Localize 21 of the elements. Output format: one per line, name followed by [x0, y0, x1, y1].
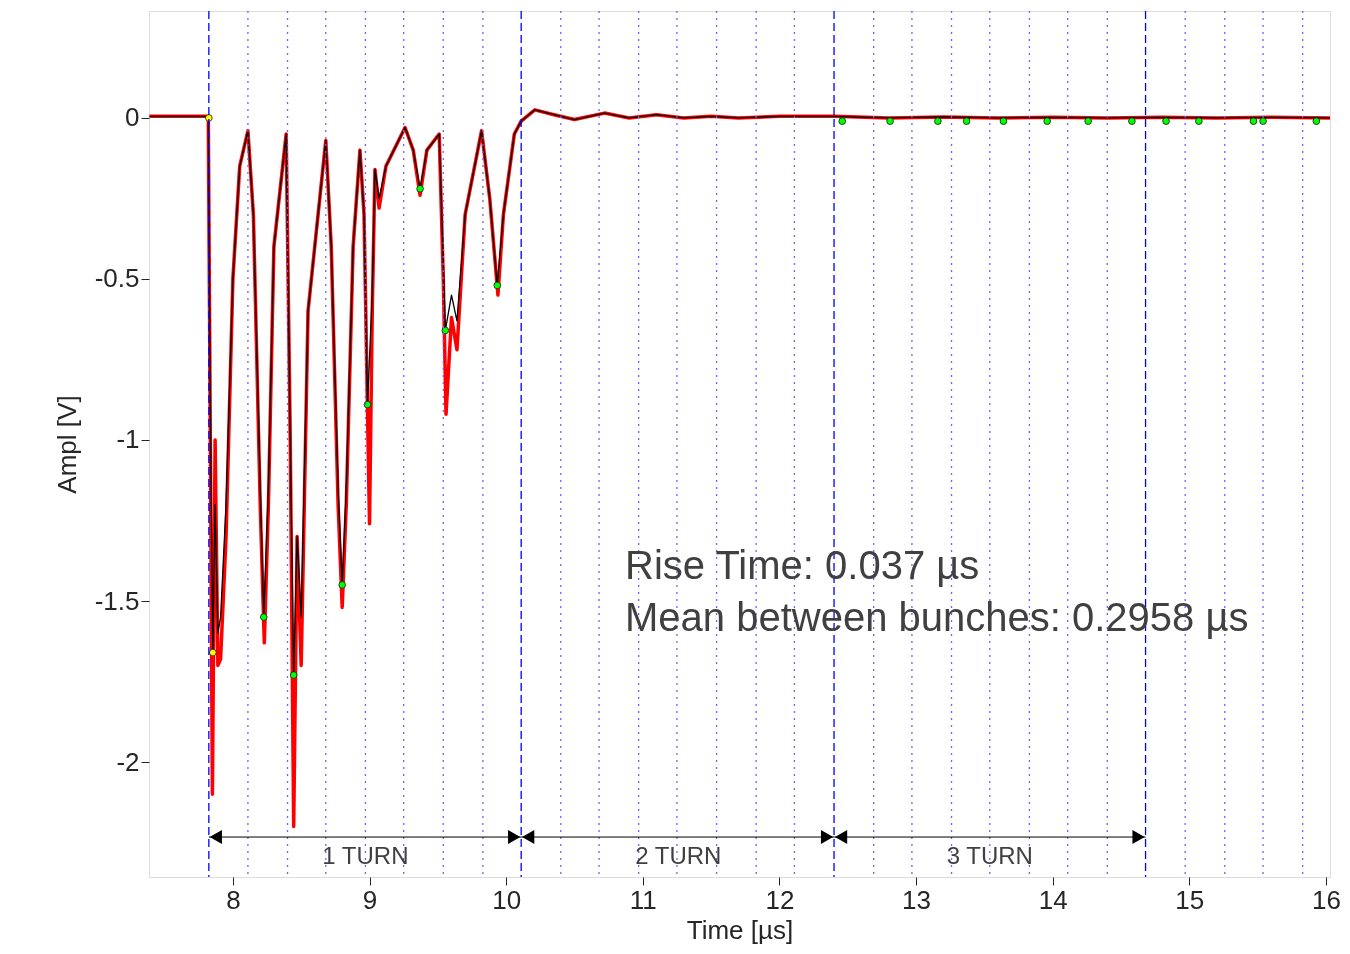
x-tick-label: 13	[902, 884, 931, 915]
x-tick-label: 10	[492, 884, 522, 915]
annotation: 1 TURN	[322, 842, 409, 870]
x-tick-label: 8	[226, 884, 241, 915]
annotation: 3 TURN	[946, 842, 1033, 870]
x-axis-title: Time [µs]	[686, 914, 794, 945]
y-tick-label: -1.5	[94, 585, 140, 616]
y-tick-label: -1	[116, 424, 140, 455]
y-tick-label: 0	[125, 102, 140, 133]
y-tick-label: -0.5	[94, 263, 140, 294]
annotation: Rise Time: 0.037 µs	[625, 543, 980, 587]
y-axis-title: Ampl [V]	[51, 395, 82, 494]
x-tick-label: 16	[1311, 884, 1341, 915]
x-tick-label: 14	[1038, 884, 1068, 915]
x-tick-label: 11	[629, 884, 657, 915]
annotation: 2 TURN	[635, 842, 722, 870]
x-tick-label: 9	[362, 884, 378, 915]
y-tick-label: -2	[116, 746, 140, 777]
x-tick-label: 15	[1175, 884, 1205, 915]
x-tick-label: 12	[765, 884, 795, 915]
annotation: Mean between bunches: 0.2958 µs	[625, 595, 1249, 639]
